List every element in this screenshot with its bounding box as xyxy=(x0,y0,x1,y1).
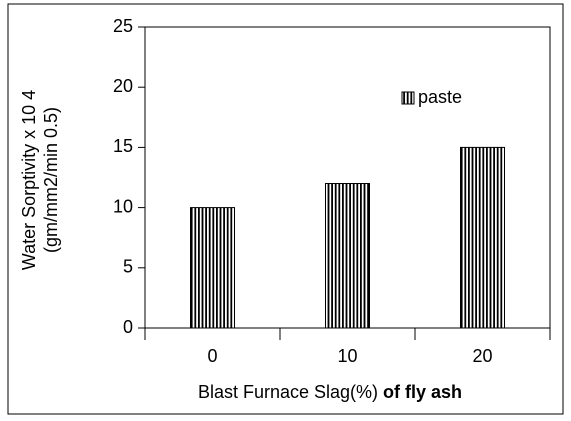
x-axis-title: Blast Furnace Slag(%) of fly ash xyxy=(198,382,462,402)
x-label-part: of fly ash xyxy=(383,382,462,402)
y-label-line: (gm/mm2/min 0.5) xyxy=(41,107,61,253)
figure-frame xyxy=(7,3,564,415)
y-tick-label: 25 xyxy=(113,16,133,36)
y-label-line: Water Sorptivity x 10 4 xyxy=(19,90,39,270)
y-axis-title: Water Sorptivity x 10 4 (gm/mm2/min 0.5) xyxy=(19,90,61,270)
legend-swatch xyxy=(401,91,415,105)
bar xyxy=(325,183,370,329)
bar xyxy=(190,207,235,329)
y-tick-label: 10 xyxy=(113,196,133,216)
x-label-part: Blast Furnace Slag(%) xyxy=(198,382,378,402)
x-tick-label: 0 xyxy=(207,346,217,366)
bar xyxy=(460,146,505,329)
y-tick-label: 15 xyxy=(113,136,133,156)
y-tick-label: 5 xyxy=(123,257,133,277)
x-tick-label: 20 xyxy=(472,346,492,366)
x-tick-label: 10 xyxy=(337,346,357,366)
y-tick-label: 0 xyxy=(123,317,133,337)
y-tick-label: 20 xyxy=(113,76,133,96)
legend-label: paste xyxy=(418,87,462,107)
